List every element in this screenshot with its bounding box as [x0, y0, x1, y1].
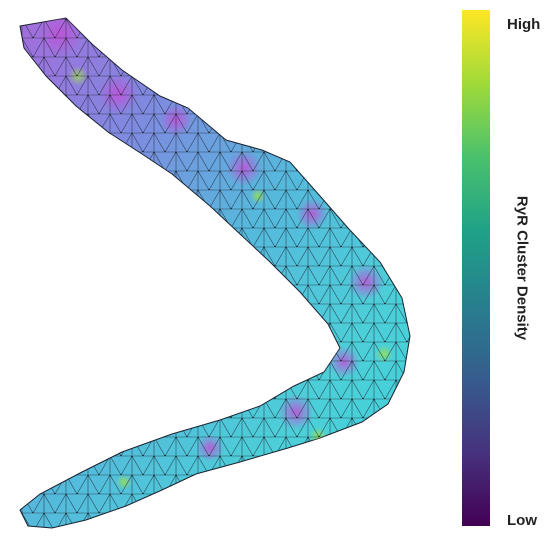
colorbar [462, 10, 490, 526]
mesh-body [19, 17, 411, 529]
colorbar-low-label: Low [507, 512, 537, 529]
colorbar-high-label: High [507, 16, 541, 33]
colorbar-title-text: RyR Cluster Density [513, 195, 531, 341]
colorbar-gradient [462, 10, 490, 526]
